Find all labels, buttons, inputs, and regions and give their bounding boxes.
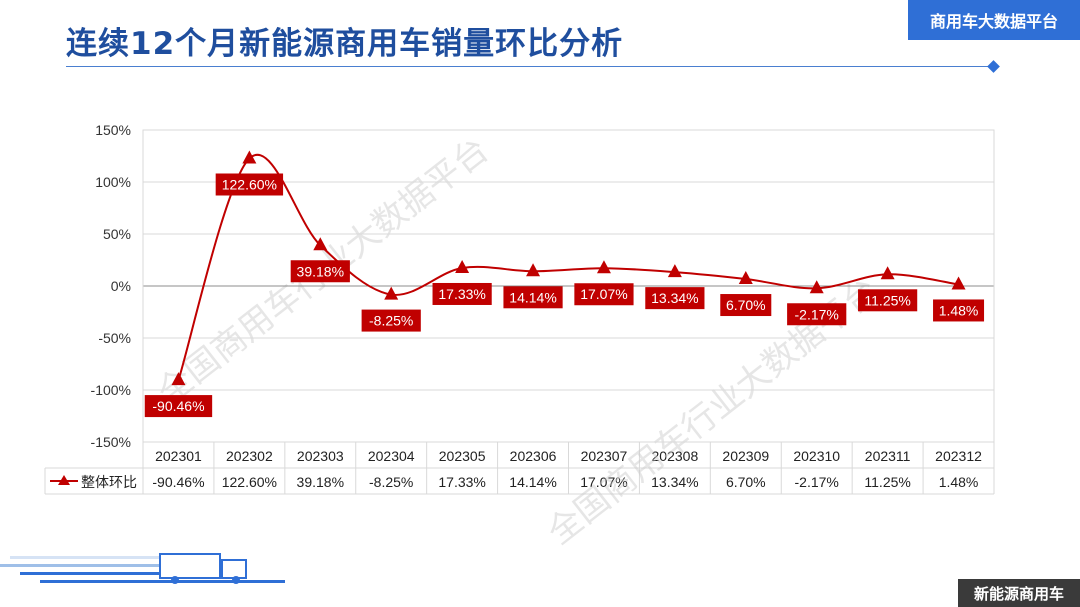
data-label-box <box>432 282 492 305</box>
x-tick-label: 202302 <box>226 448 273 464</box>
data-label-box <box>787 303 847 326</box>
plot-border <box>142 129 995 443</box>
data-label: 1.48% <box>939 302 979 318</box>
data-label-box <box>720 294 772 317</box>
table-cell: -90.46% <box>152 474 204 490</box>
table-cell: -8.25% <box>369 474 413 490</box>
data-label-box <box>645 287 705 310</box>
table-cell: -2.17% <box>795 474 839 490</box>
legend-marker <box>58 475 70 485</box>
data-point <box>526 263 541 277</box>
data-point <box>667 264 682 278</box>
x-tick-label: 202308 <box>652 448 699 464</box>
table-cell: 13.34% <box>651 474 698 490</box>
data-point <box>313 237 328 251</box>
table-cell: 122.60% <box>222 474 277 490</box>
table-cell: 14.14% <box>509 474 556 490</box>
x-tick-label: 202307 <box>581 448 628 464</box>
data-label: 39.18% <box>297 263 344 279</box>
x-tick-label: 202312 <box>935 448 982 464</box>
data-label-box <box>858 289 918 312</box>
data-point <box>171 372 186 386</box>
table-cell: 39.18% <box>297 474 344 490</box>
data-table-grid: 202301 -90.46% 202302 122.60% 202303 39.18% 20… <box>44 441 995 495</box>
page-title: 连续12个月新能源商用车销量环比分析 <box>66 26 624 62</box>
data-point <box>384 286 399 300</box>
data-point <box>455 259 470 273</box>
data-label: 14.14% <box>509 289 556 305</box>
data-point <box>951 276 966 290</box>
data-label: -2.17% <box>795 306 839 322</box>
data-point <box>242 150 257 164</box>
x-tick-label: 202303 <box>297 448 344 464</box>
brand-badge: 商用车大数据平台 <box>908 0 1080 40</box>
x-tick-label: 202311 <box>865 448 911 464</box>
data-label-box <box>503 286 563 309</box>
data-label: 122.60% <box>222 176 277 192</box>
x-tick-label: 202301 <box>155 448 202 464</box>
table-cell: 6.70% <box>726 474 766 490</box>
table-cell: 1.48% <box>939 474 979 490</box>
data-label: -8.25% <box>369 313 413 329</box>
table-cell: 17.33% <box>438 474 485 490</box>
y-tick-label: -50% <box>98 330 131 346</box>
table-cell: 17.07% <box>580 474 627 490</box>
x-tick-label: 202310 <box>793 448 840 464</box>
data-label: 17.33% <box>438 286 485 302</box>
data-label: 11.25% <box>864 292 910 308</box>
truck-logo-art <box>0 553 285 584</box>
y-tick-label: -150% <box>91 434 131 450</box>
data-point <box>880 266 895 280</box>
y-tick-label: 0% <box>111 278 131 294</box>
x-tick-label: 202304 <box>368 448 415 464</box>
y-tick-label: 150% <box>95 122 131 138</box>
y-tick-label: 50% <box>103 226 131 242</box>
data-point <box>596 260 611 274</box>
data-label: 17.07% <box>580 286 627 302</box>
legend-label: 整体环比 <box>81 474 137 490</box>
y-tick-label: 100% <box>95 174 131 190</box>
data-point <box>809 280 824 294</box>
data-point <box>738 271 753 285</box>
title-divider <box>66 66 994 67</box>
table-cell: 11.25% <box>864 474 910 490</box>
y-tick-label: -100% <box>91 382 131 398</box>
data-label-box <box>215 173 284 196</box>
x-tick-label: 202305 <box>439 448 486 464</box>
data-label: -90.46% <box>152 398 204 414</box>
data-label-box <box>933 299 985 322</box>
data-label-box <box>290 260 350 283</box>
x-tick-label: 202309 <box>722 448 769 464</box>
plot-area: 150% 100% 50% 0% -50% -100% -150% -90.46% 122.60… <box>91 122 995 450</box>
data-label: 6.70% <box>726 297 766 313</box>
data-label-box <box>144 395 213 418</box>
data-label: 13.34% <box>651 290 698 306</box>
x-tick-label: 202306 <box>510 448 557 464</box>
footer-badge: 新能源商用车 <box>958 579 1080 607</box>
data-label-box <box>361 309 421 332</box>
data-label-box <box>574 283 634 306</box>
